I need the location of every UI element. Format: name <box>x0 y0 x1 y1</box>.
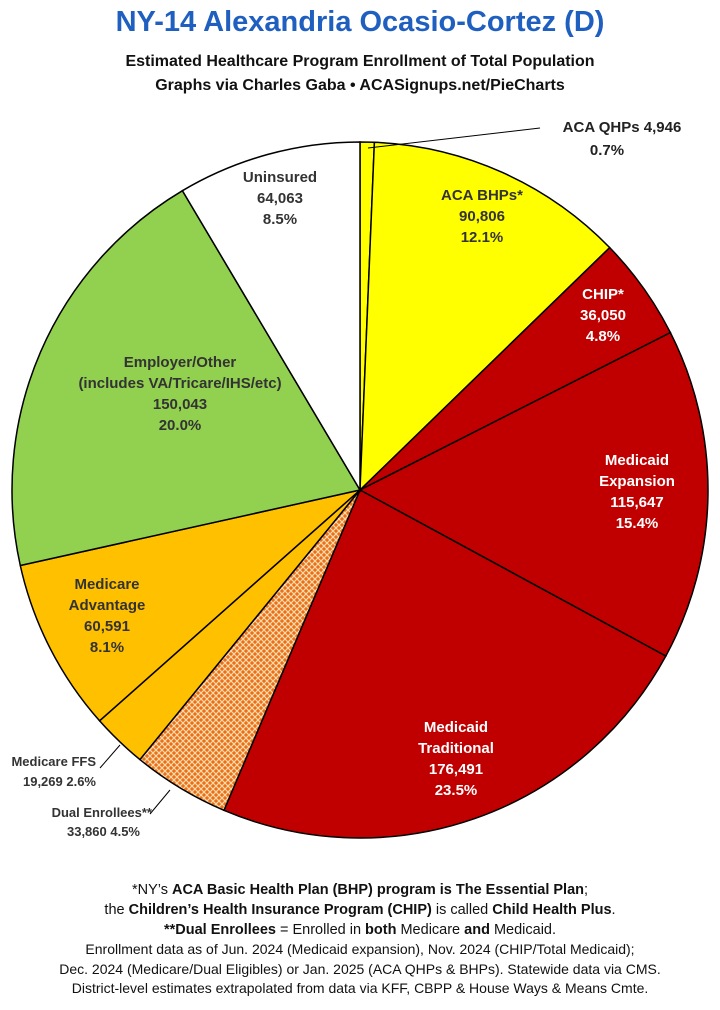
medicare-advantage-percent: 8.1% <box>90 639 124 656</box>
medicaid-expansion-label-2: Expansion <box>599 473 675 490</box>
medicaid-traditional-percent: 23.5% <box>435 782 478 799</box>
medicaid-traditional-label-1: Medicaid <box>424 719 488 736</box>
source-line-2: Dec. 2024 (Medicare/Dual Eligibles) or J… <box>59 960 661 977</box>
employer-percent: 20.0% <box>159 417 202 434</box>
bhp-percent: 12.1% <box>461 229 504 246</box>
footnote-sources: Enrollment data as of Jun. 2024 (Medicai… <box>0 940 720 999</box>
dual-label: Dual Enrollees** <box>52 805 153 820</box>
medicaid-expansion-percent: 15.4% <box>616 515 659 532</box>
source-line-1: Enrollment data as of Jun. 2024 (Medicai… <box>85 941 635 957</box>
subtitle-line-1: Estimated Healthcare Program Enrollment … <box>125 53 595 70</box>
chip-value: 36,050 <box>580 307 626 324</box>
medicare-advantage-label-1: Medicare <box>74 576 139 593</box>
medicaid-traditional-label-2: Traditional <box>418 740 494 757</box>
medicare-advantage-value: 60,591 <box>84 618 130 635</box>
pie-slice-medicaid-expansion <box>358 331 709 658</box>
chip-percent: 4.8% <box>586 328 620 345</box>
dual-leader-line <box>149 789 171 815</box>
pie-chart: ACA QHPs 4,946 0.7% ACA BHPs* 90,806 12.… <box>11 119 709 839</box>
employer-value: 150,043 <box>153 396 207 413</box>
medicaid-expansion-value: 115,647 <box>610 494 663 511</box>
bhp-value: 90,806 <box>459 208 505 225</box>
dual-value: 33,860 4.5% <box>67 824 140 839</box>
pie-slice-medicare-advantage <box>19 488 363 722</box>
uninsured-percent: 8.5% <box>263 211 297 228</box>
employer-label-2: (includes VA/Tricare/IHS/etc) <box>78 375 281 392</box>
uninsured-value: 64,063 <box>257 190 303 207</box>
footnote-definitions: *NY’s ACA Basic Health Plan (BHP) progra… <box>0 880 720 940</box>
chip-label: CHIP* <box>582 286 624 303</box>
pie-slice-medicaid-traditional <box>222 488 667 839</box>
pie-slice-uninsured <box>181 141 361 493</box>
uninsured-label: Uninsured <box>243 169 317 186</box>
bhp-label: ACA BHPs* <box>441 187 523 204</box>
qhp-leader-line <box>367 127 541 149</box>
medicare-advantage-label-2: Advantage <box>69 597 146 614</box>
footnote-line-1: *NY’s ACA Basic Health Plan (BHP) progra… <box>131 882 589 898</box>
source-line-3: District-level estimates extrapolated fr… <box>71 980 649 996</box>
medicaid-traditional-value: 176,491 <box>429 761 483 778</box>
chart-title: NY-14 Alexandria Ocasio-Cortez (D) <box>115 6 605 38</box>
qhp-label: ACA QHPs 4,946 <box>563 119 682 136</box>
ffs-leader-line <box>99 744 121 769</box>
medicaid-expansion-label-1: Medicaid <box>605 452 669 469</box>
employer-label-1: Employer/Other <box>124 354 237 371</box>
leader-lines <box>99 127 541 815</box>
qhp-percent: 0.7% <box>590 142 624 159</box>
ffs-value: 19,269 2.6% <box>23 774 96 789</box>
chart-subtitle: Estimated Healthcare Program Enrollment … <box>0 50 720 98</box>
pie-slices <box>11 141 709 839</box>
footnote-line-3: **Dual Enrollees = Enrolled in both Medi… <box>163 922 557 938</box>
footnote-line-2: the Children’s Health Insurance Program … <box>104 902 616 918</box>
pie-slice-employer-other-includes-va-tricare-ihs-etc <box>11 189 362 567</box>
subtitle-line-2: Graphs via Charles Gaba • ACASignups.net… <box>155 77 565 94</box>
ffs-label: Medicare FFS <box>11 754 96 769</box>
